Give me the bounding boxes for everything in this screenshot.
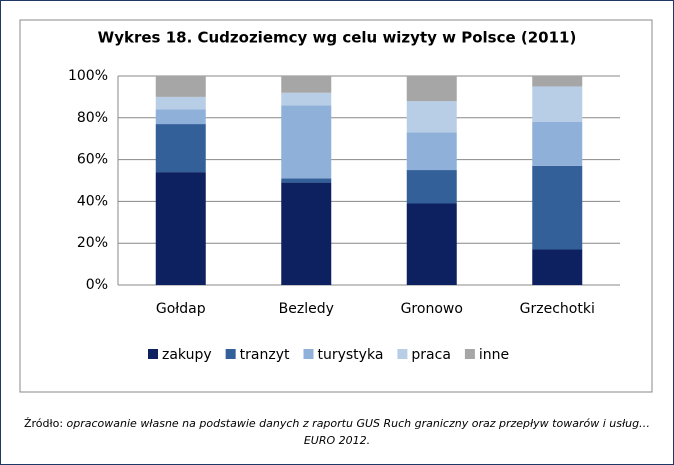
legend-label: praca	[411, 347, 451, 363]
bar-segment	[281, 178, 332, 183]
y-tick-label: 80%	[77, 110, 108, 126]
legend-label: inne	[479, 347, 509, 363]
bar-segment	[406, 170, 457, 204]
chart-title: Wykres 18. Cudzoziemcy wg celu wizyty w …	[98, 29, 577, 47]
legend-swatch	[148, 349, 158, 359]
x-tick-label: Grzechotki	[520, 301, 595, 317]
bar-segment	[281, 182, 332, 285]
bar-segment	[532, 76, 583, 87]
x-tick-label: Bezledy	[279, 301, 334, 317]
bar-segment	[532, 249, 583, 285]
legend-label: tranzyt	[240, 347, 290, 363]
legend-label: turystyka	[317, 347, 383, 363]
legend-swatch	[464, 349, 475, 359]
bar-segment	[532, 165, 583, 250]
source-text: opracowanie własne na podstawie danych z…	[66, 417, 651, 447]
bar-segment	[155, 76, 206, 97]
y-tick-label: 40%	[77, 193, 108, 209]
bar-segment	[155, 109, 206, 125]
y-tick-label: 100%	[68, 68, 108, 84]
legend-swatch	[225, 349, 236, 359]
x-tick-label: Gołdap	[156, 301, 206, 317]
bar-segment	[406, 76, 457, 102]
bar-segment	[532, 121, 583, 166]
x-tick-label: Gronowo	[401, 301, 463, 317]
bar-segment	[406, 132, 457, 171]
bar-segment	[281, 105, 332, 179]
legend-label: zakupy	[162, 347, 212, 363]
legend-swatch	[303, 349, 314, 359]
bar-segment	[155, 124, 206, 173]
bar-segment	[406, 203, 457, 285]
bar-segment	[155, 172, 206, 285]
bar-segment	[532, 86, 583, 122]
y-tick-label: 60%	[77, 152, 108, 168]
source-note: Źródło: opracowanie własne na podstawie …	[20, 415, 654, 449]
bar-segment	[281, 92, 332, 106]
bar-segment	[406, 101, 457, 133]
source-label: Źródło:	[23, 417, 64, 430]
bar-segment	[155, 96, 206, 110]
legend-swatch	[397, 349, 408, 359]
y-tick-label: 20%	[77, 235, 108, 251]
bar-segment	[281, 76, 332, 93]
y-tick-label: 0%	[86, 277, 108, 293]
